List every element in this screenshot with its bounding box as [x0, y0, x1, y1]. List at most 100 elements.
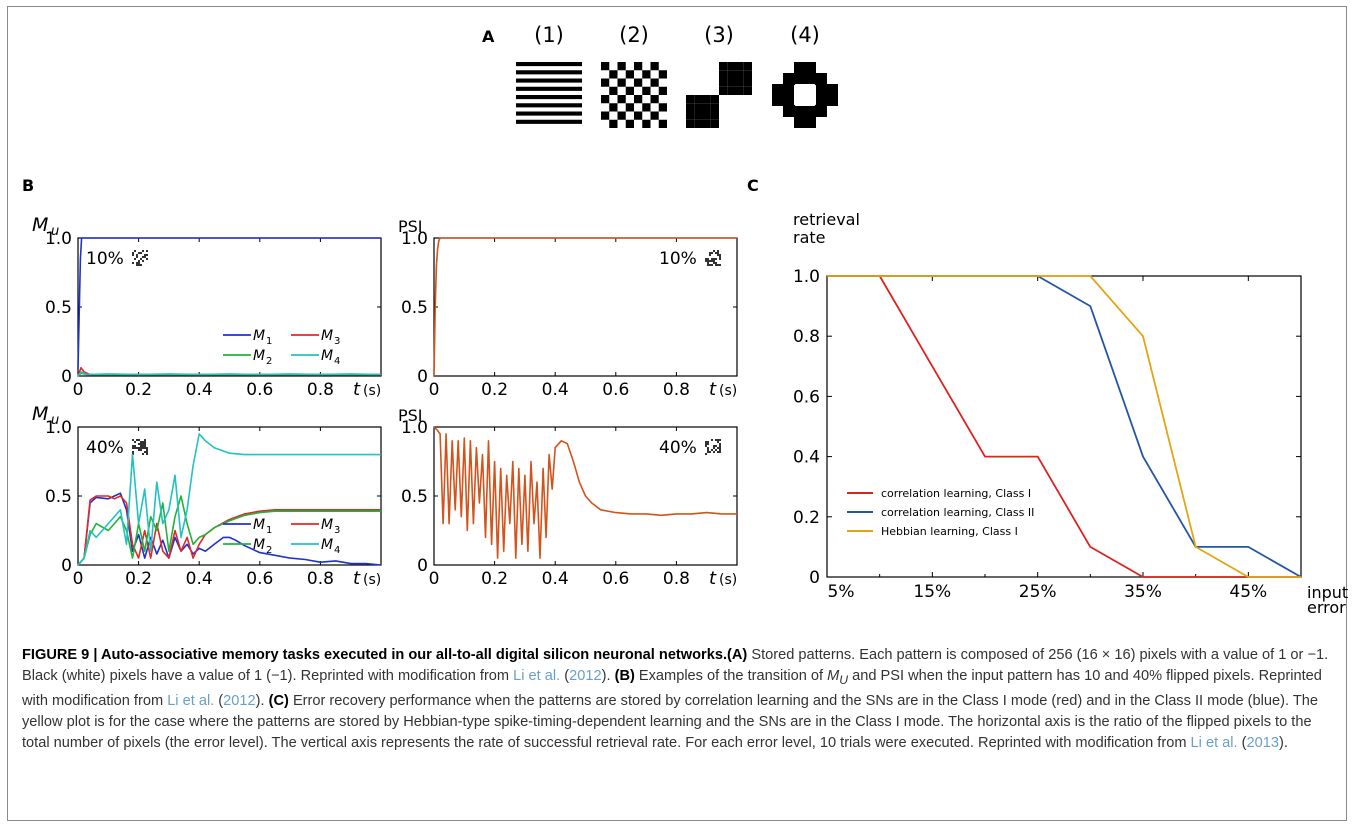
legend-symbol: M — [253, 328, 265, 344]
pattern-cell — [601, 95, 610, 104]
noise-pixel — [142, 447, 144, 449]
pattern-block — [794, 106, 816, 128]
figure-caption: FIGURE 9 | Auto-associative memory tasks… — [22, 645, 1340, 754]
pattern-cell — [658, 119, 667, 128]
legend-symbol: M — [321, 517, 333, 533]
x-axis-label: t — [353, 568, 361, 589]
pattern-block — [814, 104, 827, 117]
noise-pixel — [711, 260, 713, 262]
caption-mu-subscript: U — [839, 672, 849, 687]
pattern-cell — [601, 62, 610, 71]
pattern-cell — [727, 86, 736, 95]
x-tick-label: 0.2 — [481, 380, 508, 400]
retrieval-series-3 — [827, 275, 1301, 578]
noise-level-tag: 40% — [86, 438, 124, 458]
noise-pixel — [144, 256, 146, 258]
citation-link-3[interactable]: Li et al. — [1190, 734, 1238, 751]
pattern-stripe — [516, 70, 582, 75]
legend-subscript: 3 — [334, 525, 340, 536]
x-tick-label: 0 — [73, 380, 84, 400]
pattern-stripe — [516, 86, 582, 91]
pattern-stripe — [516, 103, 582, 108]
x-tick-label: 0 — [73, 569, 84, 589]
noise-pixel — [142, 441, 144, 443]
x-tick-label: 0.6 — [246, 569, 273, 589]
y-axis-label: retrieval — [793, 210, 860, 229]
noise-pixel — [719, 447, 721, 449]
legend-symbol: M — [321, 537, 333, 553]
citation-year-2[interactable]: 2012 — [223, 692, 256, 709]
pattern-cell — [686, 111, 695, 120]
legend-symbol: M — [321, 328, 333, 344]
noise-pixel — [142, 443, 144, 445]
x-tick-label: 5% — [828, 582, 855, 602]
caption-b-text-1: Examples of the transition of — [634, 668, 828, 684]
noise-pixel — [132, 445, 134, 447]
x-tick-label: 0 — [429, 380, 440, 400]
noise-pixel — [707, 260, 709, 262]
pattern-cell — [719, 70, 728, 79]
noise-pixel — [711, 439, 713, 441]
y-tick-label: 1.0 — [401, 229, 428, 249]
time-plot-2: 0 0.5 1.0 0 0.2 0.4 0.6 0.8 t (s) PSI 10% — [398, 217, 738, 400]
noise-pixel — [715, 449, 717, 451]
pattern-cell — [710, 119, 719, 128]
legend-subscript: 2 — [266, 356, 272, 367]
pattern-cell — [735, 86, 744, 95]
noise-pixel — [707, 447, 709, 449]
pattern-cell — [743, 86, 752, 95]
noise-pixel — [717, 451, 719, 453]
pattern-cell — [702, 111, 711, 120]
pattern-block — [794, 62, 816, 84]
noise-pixel — [140, 258, 142, 260]
noise-pixel — [719, 439, 721, 441]
noise-pixel — [707, 258, 709, 260]
citation-year-3[interactable]: 2013 — [1246, 734, 1279, 751]
y-tick-label: 1.0 — [401, 418, 428, 438]
pattern-cell — [694, 111, 703, 120]
noise-pixel — [713, 451, 715, 453]
y-tick-label: 0.5 — [45, 487, 72, 507]
pattern-cell — [625, 70, 634, 79]
figure-graphic: A (1) (2) (3) (4) B 00.51.00 0.2 0.4 0.6 0.8 t (s… — [22, 23, 1348, 617]
noise-pixel — [709, 264, 711, 266]
caption-paren-1-close: ). — [601, 668, 615, 684]
noise-pixel — [134, 445, 136, 447]
noise-pixel — [705, 453, 707, 455]
pattern-stripe — [516, 62, 582, 67]
pattern-cell — [743, 70, 752, 79]
caption-b-text-2: and PSI when the input pattern has 10 an… — [22, 668, 1322, 709]
citation-year-1[interactable]: 2012 — [569, 668, 602, 684]
pattern-cell — [625, 103, 634, 112]
noise-pixel — [140, 441, 142, 443]
pattern-cell — [650, 111, 659, 120]
noise-pixel — [138, 449, 140, 451]
noise-pixel — [134, 250, 136, 252]
noise-pixel — [707, 451, 709, 453]
noise-pixel — [146, 449, 148, 451]
noise-pixel — [144, 439, 146, 441]
pattern-cell — [634, 62, 643, 71]
noise-pixel — [719, 445, 721, 447]
noise-pixel — [713, 250, 715, 252]
panel-b-label: B — [22, 176, 34, 195]
noise-pixel — [146, 447, 148, 449]
noise-pixel — [705, 443, 707, 445]
noise-pixel — [705, 441, 707, 443]
series-line-m4 — [77, 371, 382, 377]
noise-pixel — [134, 447, 136, 449]
citation-link-1[interactable]: Li et al. — [513, 668, 561, 684]
y-tick-label: 0.2 — [793, 508, 820, 528]
pattern-block — [816, 84, 838, 106]
pattern-cell — [727, 70, 736, 79]
citation-link-2[interactable]: Li et al. — [167, 692, 215, 709]
pattern-cell — [727, 78, 736, 87]
noise-pixel — [138, 264, 140, 266]
pattern-cell — [625, 86, 634, 95]
x-axis-label: error — [1307, 598, 1346, 617]
caption-c-text: Error recovery performance when the patt… — [22, 692, 1318, 751]
noise-pixel — [132, 252, 134, 254]
pattern-cell — [710, 103, 719, 112]
